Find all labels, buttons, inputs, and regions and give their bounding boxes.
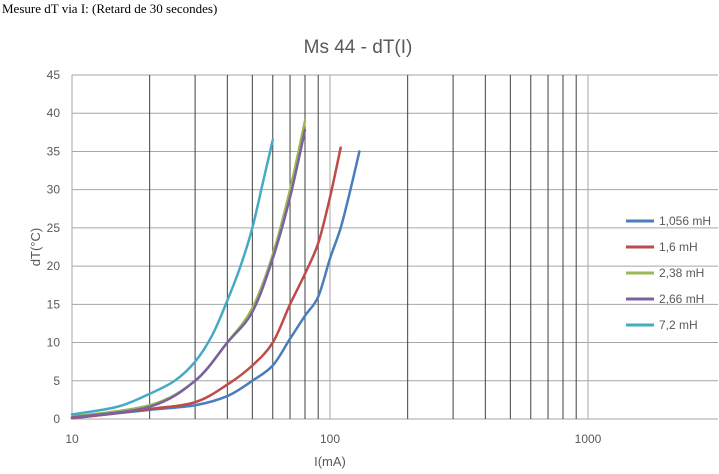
y-tick-label: 15	[47, 297, 61, 311]
y-tick-label: 45	[47, 68, 61, 82]
series-line-5	[70, 138, 275, 416]
y-tick-label: 40	[47, 106, 61, 120]
legend-label: 7,2 mH	[659, 318, 698, 332]
chart-title: Ms 44 - dT(I)	[304, 37, 413, 58]
x-tick-label: 10	[65, 432, 79, 446]
y-tick-label: 35	[47, 144, 61, 158]
series-line-3	[70, 119, 307, 418]
y-tick-label: 10	[47, 336, 61, 350]
legend-label: 1,6 mH	[659, 240, 698, 254]
y-tick-label: 30	[47, 183, 61, 197]
series-line-2	[70, 146, 342, 420]
x-axis-label: I(mA)	[314, 454, 346, 469]
y-tick-label: 5	[53, 374, 60, 388]
legend-label: 2,38 mH	[659, 266, 704, 280]
legend-label: 1,056 mH	[659, 214, 711, 228]
series-line-4	[70, 128, 307, 419]
y-tick-label: 0	[53, 412, 60, 426]
x-tick-label: 100	[320, 432, 340, 446]
y-tick-label: 25	[47, 221, 61, 235]
y-axis-label: dT(°C)	[28, 228, 43, 266]
x-tick-label: 1000	[575, 432, 602, 446]
caption: Mesure dT via I: (Retard de 30 secondes)	[2, 1, 218, 16]
y-tick-label: 20	[47, 259, 61, 273]
series-line-1	[70, 150, 361, 420]
legend-label: 2,66 mH	[659, 292, 704, 306]
